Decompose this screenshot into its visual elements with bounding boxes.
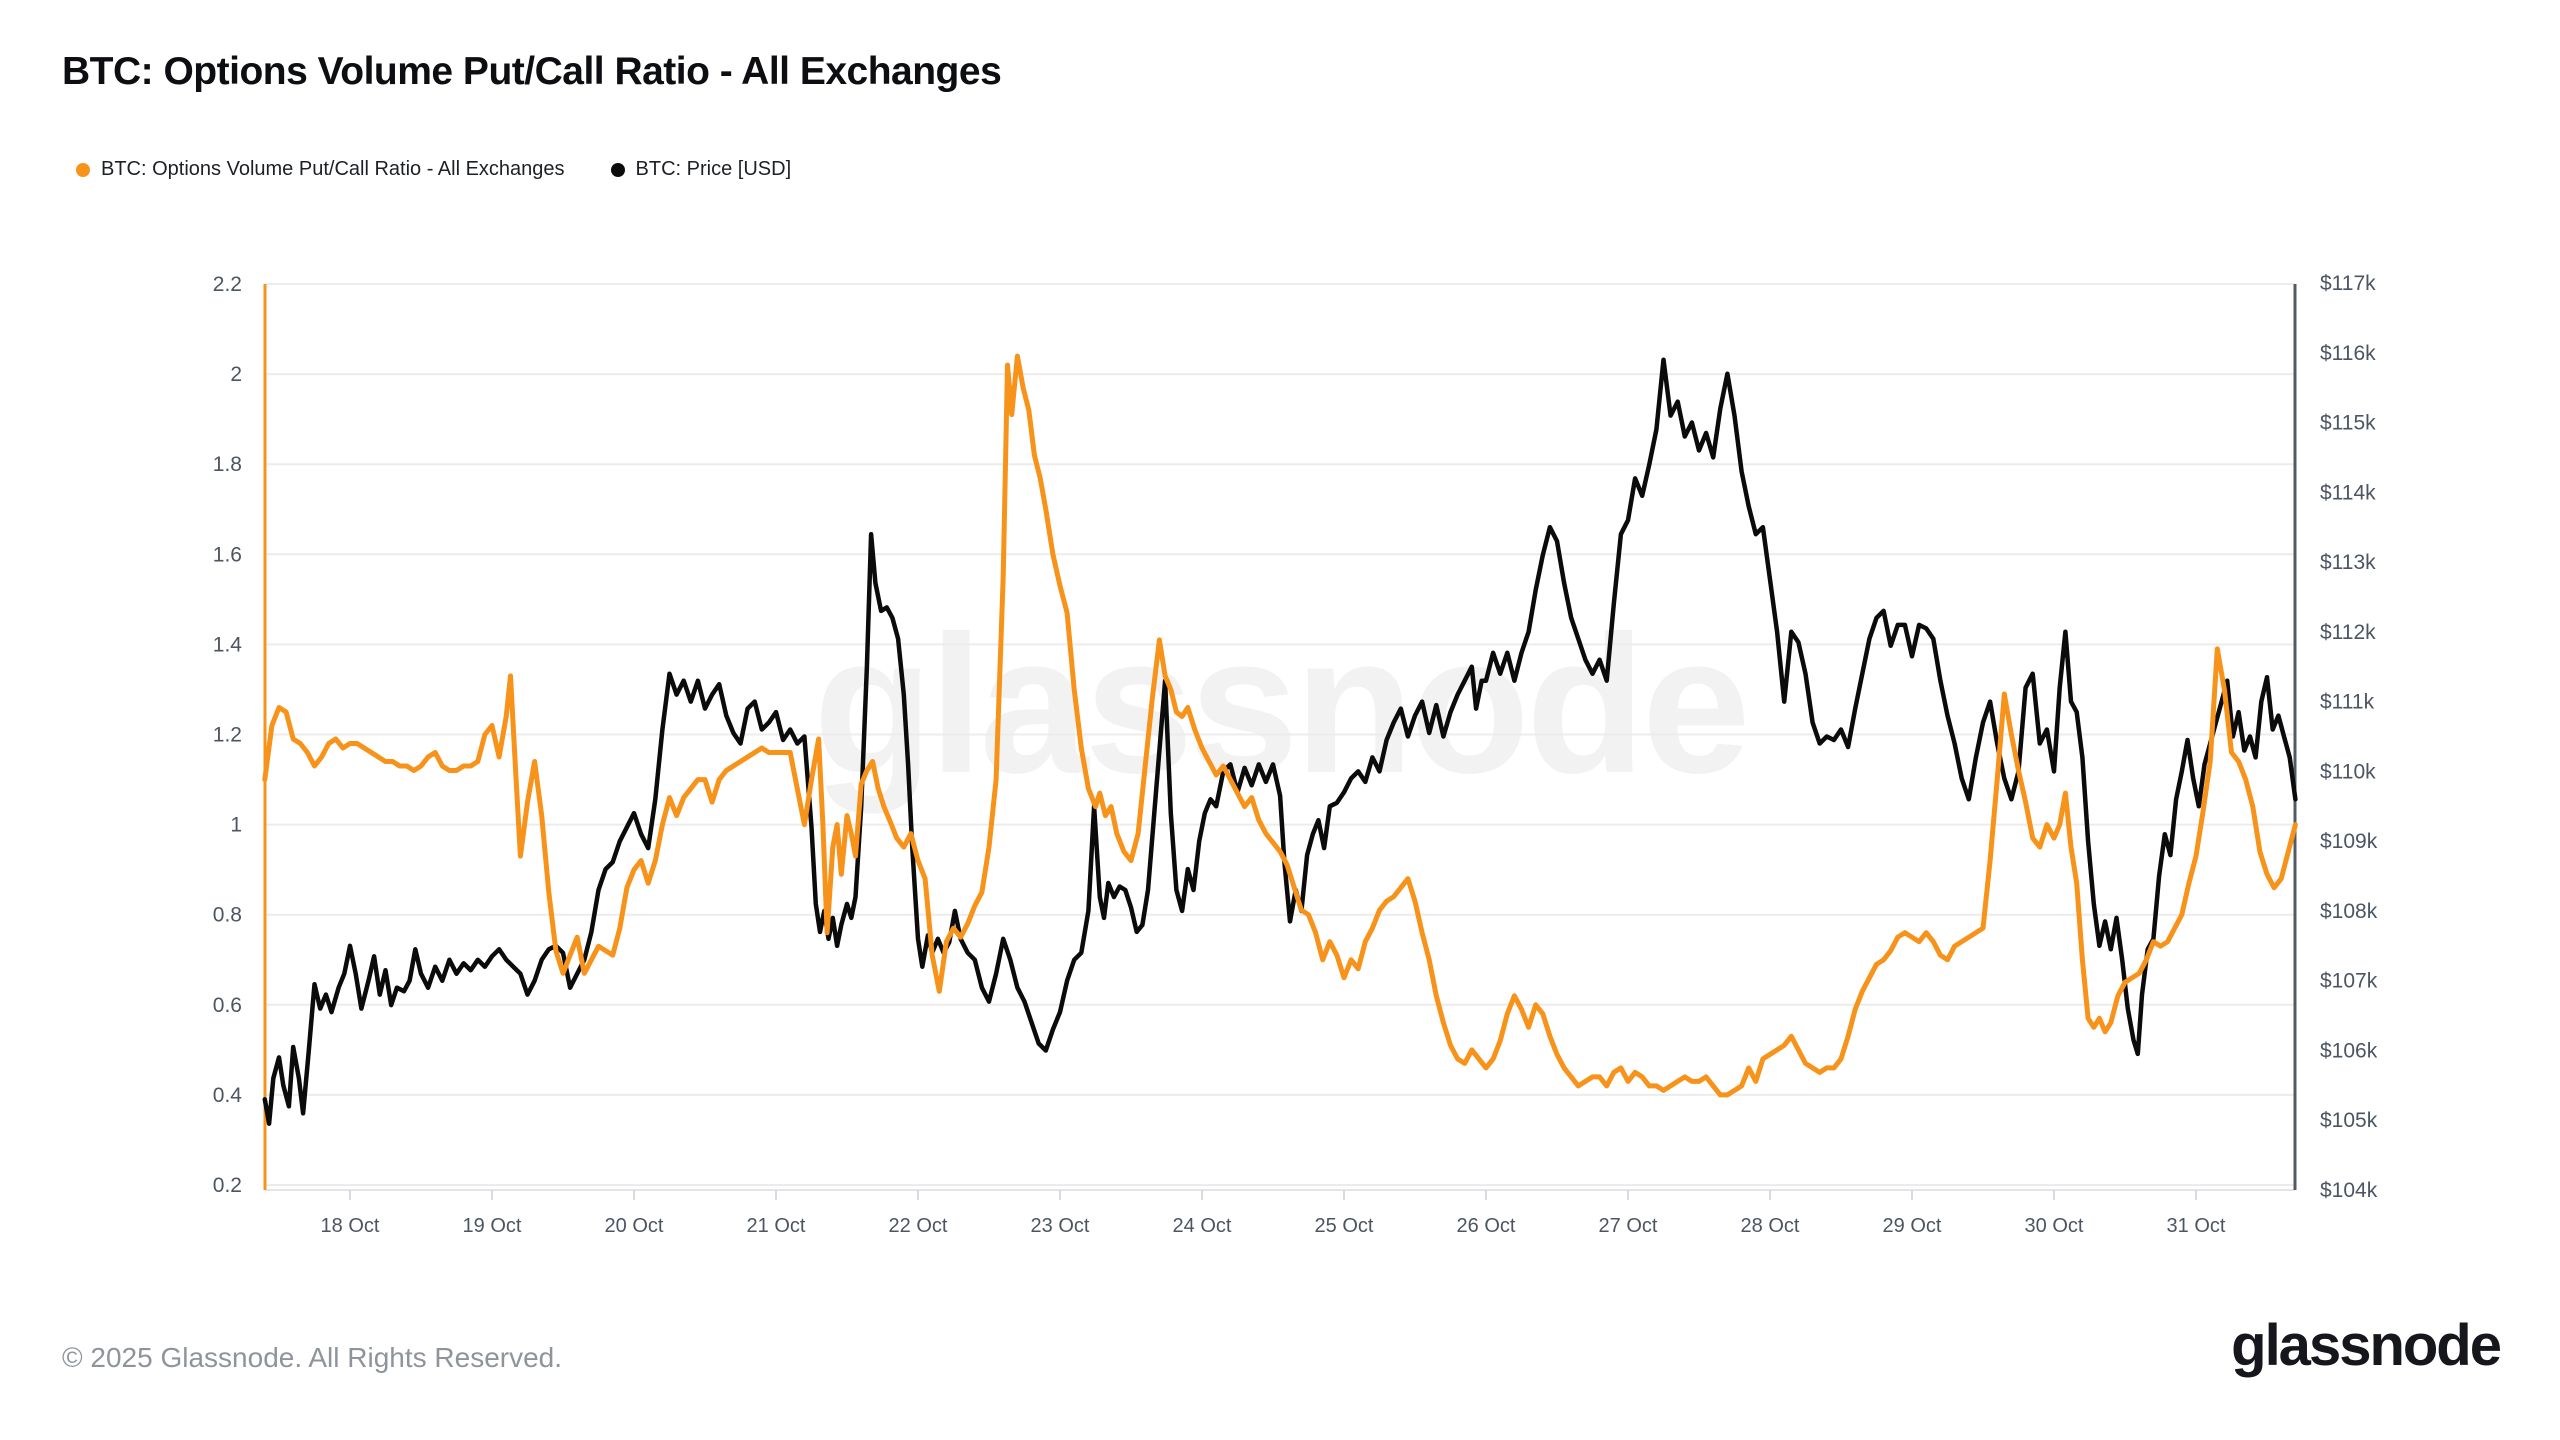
svg-text:2.2: 2.2 (213, 273, 242, 296)
svg-text:1: 1 (230, 814, 242, 837)
svg-text:2: 2 (230, 363, 242, 386)
y-axis-right-labels: $117k $116k $115k $114k $113k $112k $111k $110k… (2320, 272, 2378, 1202)
svg-text:27 Oct: 27 Oct (1599, 1215, 1658, 1237)
svg-text:0.6: 0.6 (213, 994, 242, 1017)
copyright-text: © 2025 Glassnode. All Rights Reserved. (62, 1342, 563, 1373)
svg-text:19 Oct: 19 Oct (463, 1215, 522, 1237)
x-axis (265, 1189, 2295, 1200)
svg-text:1.6: 1.6 (213, 543, 242, 566)
svg-text:21 Oct: 21 Oct (747, 1215, 806, 1237)
svg-text:31 Oct: 31 Oct (2167, 1215, 2226, 1237)
glassnode-logo: glassnode (2231, 1313, 2502, 1378)
svg-text:$109k: $109k (2320, 830, 2378, 853)
svg-text:1.8: 1.8 (213, 453, 242, 476)
svg-text:0.8: 0.8 (213, 904, 242, 927)
svg-text:$113k: $113k (2320, 551, 2376, 574)
svg-text:18 Oct: 18 Oct (321, 1215, 380, 1237)
legend-label: BTC: Options Volume Put/Call Ratio - All… (101, 158, 565, 180)
svg-text:28 Oct: 28 Oct (1741, 1215, 1800, 1237)
svg-text:30 Oct: 30 Oct (2025, 1215, 2084, 1237)
legend-item-btc-price[interactable]: BTC: Price [USD] (610, 158, 792, 181)
price-line[interactable] (262, 357, 2298, 1126)
svg-text:$115k: $115k (2320, 412, 2376, 435)
ratio-line[interactable] (262, 353, 2298, 1098)
svg-text:$107k: $107k (2320, 970, 2378, 993)
svg-text:$106k: $106k (2320, 1039, 2378, 1062)
legend-dot-black-icon (610, 162, 625, 177)
svg-text:26 Oct: 26 Oct (1457, 1215, 1516, 1237)
x-axis-labels: 18 Oct 19 Oct 20 Oct 21 Oct 22 Oct 23 Oct 24 O… (321, 1215, 2226, 1237)
svg-text:$117k: $117k (2320, 272, 2376, 295)
legend: BTC: Options Volume Put/Call Ratio - All… (76, 158, 791, 181)
svg-text:$105k: $105k (2320, 1109, 2378, 1132)
svg-text:$116k: $116k (2320, 342, 2376, 365)
svg-text:24 Oct: 24 Oct (1173, 1215, 1232, 1237)
svg-text:$110k: $110k (2320, 760, 2376, 783)
svg-text:22 Oct: 22 Oct (889, 1215, 948, 1237)
legend-item-putcall-ratio[interactable]: BTC: Options Volume Put/Call Ratio - All… (76, 158, 565, 181)
svg-text:29 Oct: 29 Oct (1883, 1215, 1942, 1237)
svg-text:$108k: $108k (2320, 900, 2378, 923)
legend-dot-orange-icon (76, 162, 90, 177)
svg-text:$112k: $112k (2320, 621, 2376, 644)
glassnode-watermark: glassnode (813, 595, 1750, 814)
svg-text:0.2: 0.2 (213, 1174, 242, 1197)
page-title: BTC: Options Volume Put/Call Ratio - All… (62, 50, 1002, 93)
svg-text:$104k: $104k (2320, 1179, 2378, 1202)
svg-text:1.2: 1.2 (213, 724, 242, 747)
svg-text:25 Oct: 25 Oct (1315, 1215, 1374, 1237)
y-axis-left-labels: 2.2 2 1.8 1.6 1.4 1.2 1 0.8 0.6 0.4 0.2 (213, 273, 243, 1197)
svg-text:$114k: $114k (2320, 481, 2376, 504)
legend-label: BTC: Price [USD] (635, 158, 792, 180)
svg-text:0.4: 0.4 (213, 1084, 243, 1107)
svg-text:1.4: 1.4 (213, 633, 243, 656)
svg-text:23 Oct: 23 Oct (1031, 1215, 1090, 1237)
svg-text:20 Oct: 20 Oct (605, 1215, 664, 1237)
gridlines (265, 283, 2295, 1186)
svg-text:$111k: $111k (2320, 691, 2375, 714)
